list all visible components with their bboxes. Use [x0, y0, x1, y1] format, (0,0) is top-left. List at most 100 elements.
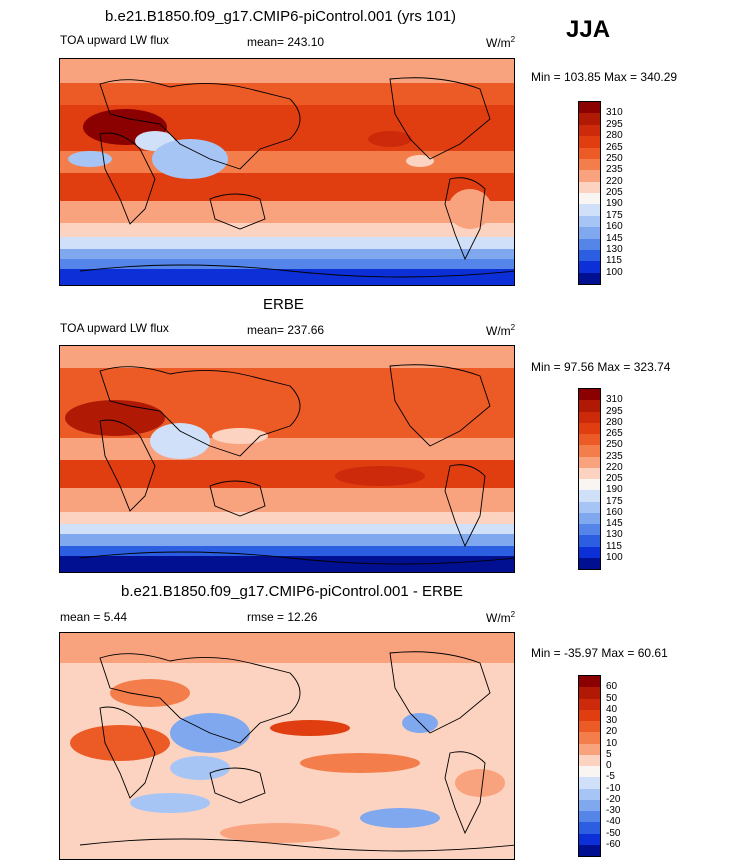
- colorbar-tick-label: 295: [606, 118, 623, 130]
- colorbar-tick-label: 30: [606, 715, 618, 726]
- colorbar-tick-label: -10: [606, 782, 621, 794]
- colorbar-tick-label: 175: [606, 495, 623, 507]
- colorbar-box: [579, 238, 600, 250]
- colorbar-box: [579, 389, 600, 401]
- colorbar-box: [579, 445, 600, 457]
- colorbar-tick-label: 5: [606, 748, 612, 760]
- panel1-colorbar: 310 295 280 265 250 235 220 205 190 175 160 145 130 1…: [578, 101, 623, 285]
- colorbar-tick-label: 130: [606, 529, 623, 541]
- panel2-mean-label: mean= 237.66: [247, 323, 325, 337]
- colorbar-tick-label: 280: [606, 130, 623, 142]
- panel2-field-label: TOA upward LW flux: [60, 321, 169, 335]
- colorbar-tick-label: 205: [606, 187, 623, 198]
- colorbar-tick-label: 310: [606, 107, 623, 119]
- panel1-field-label: TOA upward LW flux: [60, 33, 169, 47]
- panel3-mean-label: mean = 5.44: [60, 610, 128, 624]
- colorbar-box: [579, 204, 600, 216]
- colorbar-tick-label: -5: [606, 771, 615, 783]
- colorbar-box: [579, 434, 600, 446]
- colorbar-box: [579, 501, 600, 513]
- colorbar-tick-label: 235: [606, 164, 623, 176]
- colorbar-box: [579, 490, 600, 502]
- colorbar-box: [579, 822, 600, 834]
- panel1-minmax: Min = 103.85 Max = 340.29: [531, 70, 678, 84]
- colorbar-tick-label: 115: [606, 255, 622, 267]
- colorbar-box: [579, 136, 600, 148]
- panel3-map: [59, 632, 515, 860]
- colorbar-box: [579, 766, 600, 778]
- colorbar-box: [579, 721, 600, 733]
- colorbar-box: [579, 422, 600, 434]
- colorbar-tick-label: 160: [606, 221, 623, 233]
- colorbar-box: [579, 113, 600, 125]
- colorbar-box: [579, 754, 600, 766]
- colorbar-tick-label: 145: [606, 518, 623, 529]
- colorbar-box: [579, 181, 600, 193]
- colorbar-tick-label: 250: [606, 439, 623, 451]
- panel1-unit-label: W/m2: [486, 35, 516, 50]
- colorbar-box: [579, 170, 600, 182]
- colorbar-tick-label: 235: [606, 450, 623, 462]
- colorbar-tick-label: 190: [606, 484, 623, 496]
- colorbar-tick-label: 220: [606, 175, 623, 187]
- panel1-map: [59, 58, 515, 286]
- colorbar-tick-label: 20: [606, 726, 618, 738]
- colorbar-tick-label: 265: [606, 428, 623, 439]
- colorbar-box: [579, 411, 600, 423]
- colorbar-box: [579, 193, 600, 205]
- colorbar-box: [579, 743, 600, 755]
- colorbar-tick-label: 40: [606, 703, 618, 715]
- colorbar-box: [579, 147, 600, 159]
- panel3-unit-label: W/m2: [486, 610, 516, 625]
- colorbar-tick-label: 160: [606, 506, 623, 518]
- colorbar-tick-label: 115: [606, 540, 622, 552]
- colorbar-tick-label: 205: [606, 473, 623, 484]
- panel3-title: b.e21.B1850.f09_g17.CMIP6-piControl.001 …: [121, 583, 463, 600]
- colorbar-box: [579, 811, 600, 823]
- panel3-rmse-label: rmse = 12.26: [247, 610, 318, 624]
- colorbar-box: [579, 272, 600, 284]
- panel2-unit-label: W/m2: [486, 323, 516, 338]
- colorbar-box: [579, 777, 600, 789]
- colorbar-tick-label: 10: [606, 737, 618, 749]
- colorbar-tick-label: -40: [606, 816, 621, 828]
- colorbar-box: [579, 788, 600, 800]
- panel2-title: ERBE: [263, 296, 304, 313]
- colorbar-box: [579, 249, 600, 262]
- colorbar-box: [579, 732, 600, 744]
- colorbar-box: [579, 102, 600, 114]
- colorbar-tick-label: -60: [606, 838, 621, 850]
- colorbar-tick-label: 145: [606, 232, 623, 244]
- colorbar-tick-label: -30: [606, 805, 621, 816]
- panel2-minmax: Min = 97.56 Max = 323.74: [531, 360, 671, 374]
- colorbar-box: [579, 546, 600, 558]
- colorbar-box: [579, 676, 600, 688]
- season-label: JJA: [566, 16, 611, 43]
- panel3-minmax: Min = -35.97 Max = 60.61: [531, 646, 668, 660]
- colorbar-tick-label: 50: [606, 692, 618, 704]
- colorbar-tick-label: 100: [606, 266, 623, 278]
- colorbar-tick-label: 250: [606, 152, 623, 164]
- colorbar-box: [579, 400, 600, 412]
- colorbar-tick-label: -20: [606, 793, 621, 805]
- colorbar-box: [579, 833, 600, 845]
- colorbar-box: [579, 524, 600, 536]
- panel1-title: b.e21.B1850.f09_g17.CMIP6-piControl.001 …: [105, 8, 457, 25]
- colorbar-box: [579, 227, 600, 239]
- colorbar-tick-label: 0: [606, 760, 612, 771]
- colorbar-box: [579, 557, 600, 569]
- colorbar-tick-label: 60: [606, 681, 618, 693]
- colorbar-tick-label: 175: [606, 209, 623, 221]
- colorbar-tick-label: -50: [606, 827, 621, 839]
- colorbar-box: [579, 479, 600, 491]
- colorbar-box: [579, 158, 600, 171]
- colorbar-box: [579, 261, 600, 273]
- colorbar-box: [579, 512, 600, 524]
- panel3-colorbar: 60 50 40 30 20 10 5 0 -5 -10 -20 -30 -40 -50 -60: [578, 675, 620, 857]
- panel1-mean-label: mean= 243.10: [247, 35, 325, 49]
- panel2-colorbar: 310 295 280 265 250 235 220 205 190 175 160 145 130 1…: [578, 388, 623, 570]
- colorbar-box: [579, 215, 600, 228]
- colorbar-tick-label: 280: [606, 416, 623, 428]
- colorbar-box: [579, 844, 600, 856]
- colorbar-box: [579, 456, 600, 468]
